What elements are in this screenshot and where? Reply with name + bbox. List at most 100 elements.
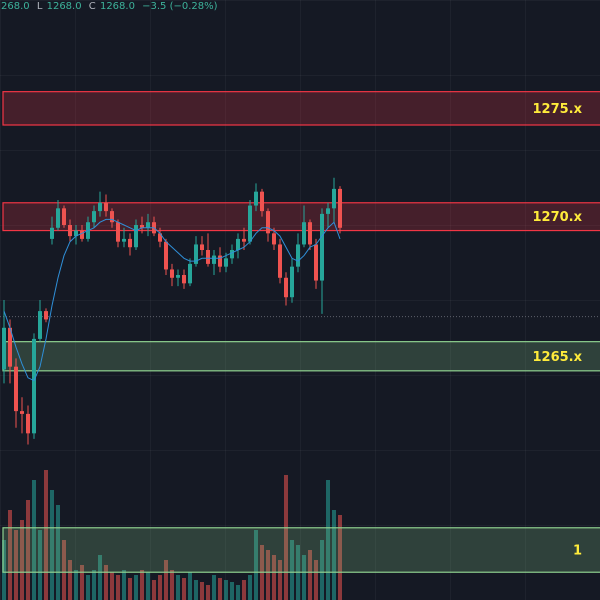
volume-bar [38,530,42,600]
volume-bar [104,565,108,600]
volume-bar [8,510,12,600]
volume-bar [290,540,294,600]
volume-bar [170,570,174,600]
candle-body [44,311,48,320]
volume-bar [50,490,54,600]
candle-body [332,188,336,209]
candle-body [338,188,342,228]
close-key: C [88,1,96,12]
candle-body [122,238,126,242]
volume-bar [26,500,30,600]
candle-body [80,230,84,239]
zone-label: 1 [573,544,582,559]
volume-bar [152,580,156,600]
zone-label: 1265.x [532,350,582,365]
volume-bar [74,570,78,600]
candle-body [92,211,96,223]
volume-bar [110,572,114,600]
candle-body [170,269,174,278]
candle-body [188,263,192,284]
volume-bar [2,540,6,600]
volume-bar [158,575,162,600]
candle-body [200,244,204,250]
zone [2,341,600,372]
volume-bar [224,580,228,600]
candle-body [308,222,312,245]
volume-bar [116,575,120,600]
candle-body [2,327,6,370]
volume-bar [98,555,102,600]
candle-body [32,338,36,434]
volume-bar [332,510,336,600]
candle-body [20,411,24,414]
candle-body [8,327,12,367]
volume-bar [80,565,84,600]
candle-body [128,238,132,248]
volume-bar [272,555,276,600]
volume-bar [338,515,342,600]
candle-body [296,244,300,267]
candle-body [74,230,78,237]
candle-body [38,311,42,339]
candle-body [146,222,150,228]
candle-body [116,222,120,242]
high-value: 268.0 [1,1,30,12]
candle-body [206,250,210,264]
candle-body [176,275,180,278]
candle-body [194,244,198,264]
candle-body [164,241,168,270]
candle-body [236,238,240,250]
low-value: 1268.0 [46,1,82,12]
volume-bar [176,575,180,600]
volume-bar [188,572,192,600]
volume-bar [308,550,312,600]
change-value: −3.5 (−0.28%) [142,1,218,12]
candle-body [158,233,162,242]
volume-bar [122,570,126,600]
candle-body [68,225,72,237]
candle-body [284,277,288,298]
volume-bar [218,578,222,600]
volume-bar [182,578,186,600]
volume-bar [206,585,210,600]
volume-bar [254,530,258,600]
candle-body [98,202,102,212]
volume-bar [314,560,318,600]
candle-body [50,227,54,239]
volume-bar [140,570,144,600]
candle-body [314,244,318,281]
volume-bar [212,575,216,600]
candle-body [26,413,30,434]
volume-bar [134,575,138,600]
volume-bar [44,470,48,600]
candle-body [218,255,222,267]
candle-body [134,225,138,248]
zone [2,202,600,232]
candle-body [290,266,294,298]
candle-body [260,191,264,212]
candle-body [62,208,66,225]
candle-body [182,275,186,284]
volume-bar [62,540,66,600]
candle-body [14,366,18,412]
candle-body [254,191,258,206]
zone [2,527,600,573]
volume-bar [278,560,282,600]
candle-body [56,208,60,228]
candle-body [302,222,306,245]
ohlc-legend: 268.0 L 1268.0 C 1268.0 −3.5 (−0.28%) [0,1,218,12]
low-key: L [36,1,43,12]
volume-bar [230,582,234,600]
volume-bar [68,560,72,600]
candle-body [320,213,324,281]
volume-bar [92,570,96,600]
volume-bar [284,475,288,600]
zone-label: 1275.x [532,102,582,117]
candle-body [224,258,228,267]
volume-bar [200,582,204,600]
volume-bar [146,572,150,600]
volume-bar [320,540,324,600]
candle-body [278,244,282,278]
volume-bar [164,560,168,600]
